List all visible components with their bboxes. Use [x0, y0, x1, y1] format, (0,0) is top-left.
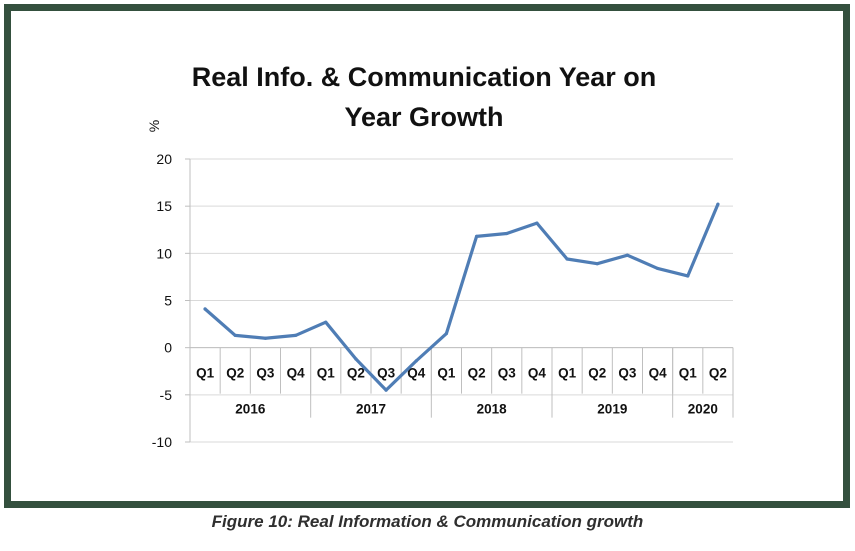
x-tick-label: Q3: [498, 366, 517, 381]
data-point: [565, 257, 569, 261]
data-point: [384, 388, 388, 392]
y-tick-label: 20: [156, 151, 172, 167]
data-point: [263, 336, 268, 340]
year-label: 2016: [235, 402, 266, 417]
y-axis-label: %: [146, 120, 162, 132]
y-tick-label: 5: [164, 293, 172, 309]
data-point: [686, 274, 690, 278]
data-point: [233, 333, 237, 338]
y-tick-label: 10: [156, 245, 172, 261]
data-point: [474, 234, 479, 238]
data-point: [595, 262, 599, 266]
data-point: [535, 221, 539, 225]
data-point: [444, 331, 449, 336]
series-line: [203, 202, 720, 392]
data-point: [505, 231, 509, 236]
x-tick-label: Q4: [649, 366, 668, 381]
x-tick-label: Q3: [377, 366, 396, 381]
x-tick-label: Q1: [558, 366, 577, 381]
x-tick-label: Q2: [709, 366, 727, 381]
data-point: [354, 357, 358, 361]
x-tick-label: Q3: [256, 366, 275, 381]
x-tick-label: Q1: [437, 366, 456, 381]
chart-title-line: Real Info. & Communication Year on: [192, 62, 657, 92]
chart-frame: [4, 4, 850, 508]
figure-caption: Figure 10: Real Information & Communicat…: [211, 512, 644, 531]
x-tick-label: Q1: [317, 366, 336, 381]
data-point: [625, 253, 630, 257]
data-point: [655, 266, 660, 271]
data-point: [203, 307, 207, 311]
x-tick-label: Q2: [226, 366, 244, 381]
year-label: 2018: [477, 402, 508, 417]
data-point: [716, 202, 720, 206]
x-tick-label: Q4: [287, 366, 306, 381]
chart-title-line: Year Growth: [344, 102, 503, 132]
data-point: [414, 359, 418, 363]
data-point: [293, 333, 298, 338]
x-tick-label: Q2: [347, 366, 365, 381]
x-tick-label: Q1: [679, 366, 698, 381]
y-tick-label: -5: [160, 387, 173, 403]
year-label: 2020: [688, 402, 718, 417]
data-point: [324, 320, 328, 324]
y-tick-label: 0: [164, 340, 172, 356]
y-tick-label: -10: [152, 434, 172, 450]
x-tick-label: Q4: [407, 366, 426, 381]
y-tick-label: 15: [156, 198, 172, 214]
x-tick-label: Q2: [588, 366, 606, 381]
x-tick-label: Q3: [618, 366, 637, 381]
year-label: 2017: [356, 402, 386, 417]
x-tick-label: Q4: [528, 366, 547, 381]
x-tick-label: Q1: [196, 366, 215, 381]
x-tick-label: Q2: [468, 366, 486, 381]
year-label: 2019: [597, 402, 627, 417]
